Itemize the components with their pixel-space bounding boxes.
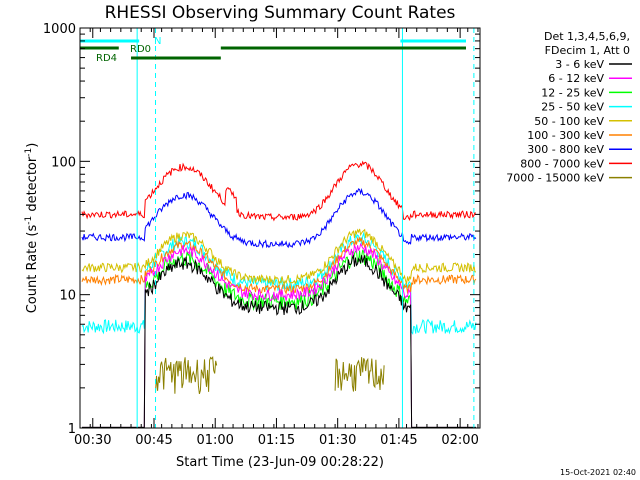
series-800-7000-kev (81, 160, 477, 222)
y-axis-label-sup1: -1 (24, 216, 34, 225)
legend-label: 800 - 7000 keV (520, 157, 604, 170)
series-6-12-kev (82, 242, 476, 428)
series-3-6-kev (82, 254, 476, 428)
x-tick-label: 01:30 (319, 433, 356, 448)
y-tick-label: 100 (51, 155, 76, 170)
y-axis-label: Count Rate (s-1 detector-1) (24, 143, 40, 314)
y-tick-label: 1000 (43, 22, 76, 37)
legend-label: 6 - 12 keV (548, 72, 604, 85)
x-tick-label: 00:30 (74, 433, 111, 448)
y-tick-label: 1 (68, 422, 76, 437)
y-axis: 1 10 100 1000 (43, 22, 480, 437)
series-7000-15000-kev (334, 357, 385, 392)
series-7000-15000-kev (155, 355, 218, 395)
x-axis: 00:30 00:45 01:00 01:15 01:30 01:45 02:00 (74, 28, 479, 448)
chart-title: RHESSI Observing Summary Count Rates (105, 3, 456, 23)
legend-label: 50 - 100 keV (534, 115, 604, 128)
x-tick-label: 02:00 (441, 433, 478, 448)
legend-label: 7000 - 15000 keV (506, 172, 604, 185)
legend-label: 12 - 25 keV (541, 86, 604, 99)
flag-label-rd0: RD0 (130, 44, 151, 55)
legend-header-2: FDecim 1, Att 0 (545, 44, 630, 57)
x-tick-label: 01:45 (380, 433, 417, 448)
x-axis-label: Start Time (23-Jun-09 00:28:22) (176, 455, 384, 470)
x-tick-label: 00:45 (135, 433, 172, 448)
y-tick-label: 10 (59, 289, 76, 304)
series-300-800-kev (81, 187, 477, 249)
legend-header-1: Det 1,3,4,5,6,9, (544, 30, 630, 43)
x-tick-label: 01:00 (196, 433, 233, 448)
series-50-100-kev (81, 228, 477, 286)
legend: Det 1,3,4,5,6,9, FDecim 1, Att 0 3 - 6 k… (506, 30, 632, 185)
legend-label: 300 - 800 keV (527, 143, 604, 156)
y-axis-label-part3: ) (25, 143, 40, 148)
flag-label-rd4: RD4 (96, 53, 117, 64)
flag-label-n: N (154, 36, 161, 47)
legend-label: 3 - 6 keV (555, 58, 604, 71)
legend-label: 100 - 300 keV (527, 129, 604, 142)
plot-frame (79, 27, 481, 429)
series-100-300-kev (81, 236, 477, 295)
timestamp: 15-Oct-2021 02:40 (560, 468, 636, 477)
legend-label: 25 - 50 keV (541, 101, 604, 114)
x-tick-label: 01:15 (258, 433, 295, 448)
y-axis-label-sup2: -1 (24, 148, 34, 157)
y-axis-label-part1: Count Rate (s (25, 225, 40, 314)
y-axis-label-part2: detector (25, 156, 40, 216)
